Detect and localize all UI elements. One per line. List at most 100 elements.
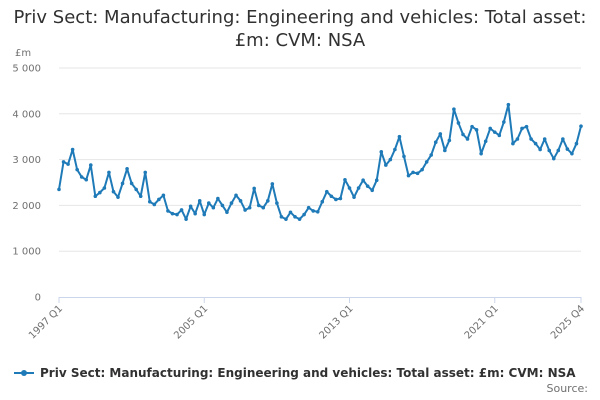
- data-point[interactable]: [452, 107, 456, 112]
- data-point[interactable]: [388, 157, 393, 162]
- data-point[interactable]: [184, 217, 188, 221]
- data-point[interactable]: [66, 162, 70, 166]
- data-point[interactable]: [456, 121, 461, 125]
- data-point[interactable]: [343, 177, 347, 182]
- data-point[interactable]: [261, 205, 266, 210]
- data-point[interactable]: [411, 170, 415, 175]
- data-point[interactable]: [438, 132, 443, 136]
- data-point[interactable]: [570, 151, 574, 156]
- data-point[interactable]: [256, 203, 261, 208]
- data-point[interactable]: [483, 139, 488, 144]
- data-point[interactable]: [61, 160, 66, 164]
- data-point[interactable]: [225, 210, 229, 215]
- data-point[interactable]: [147, 199, 152, 204]
- data-point[interactable]: [502, 120, 506, 124]
- data-point[interactable]: [161, 193, 166, 198]
- data-point[interactable]: [134, 187, 138, 192]
- data-point[interactable]: [302, 212, 306, 217]
- data-point[interactable]: [547, 148, 552, 153]
- data-point[interactable]: [175, 212, 179, 217]
- data-point[interactable]: [465, 137, 470, 141]
- data-point[interactable]: [397, 134, 402, 139]
- data-point[interactable]: [497, 133, 502, 138]
- data-point[interactable]: [565, 147, 570, 151]
- data-point[interactable]: [243, 208, 247, 212]
- data-point[interactable]: [152, 202, 157, 207]
- data-point[interactable]: [361, 178, 365, 183]
- data-point[interactable]: [284, 217, 288, 221]
- data-point[interactable]: [574, 141, 579, 146]
- data-point[interactable]: [533, 141, 538, 146]
- data-point[interactable]: [315, 210, 320, 214]
- data-point[interactable]: [520, 126, 524, 131]
- data-point[interactable]: [107, 170, 111, 175]
- data-point[interactable]: [266, 199, 270, 203]
- data-point[interactable]: [325, 189, 329, 194]
- data-point[interactable]: [111, 189, 116, 194]
- data-point[interactable]: [306, 205, 311, 210]
- data-point[interactable]: [93, 194, 98, 199]
- data-point[interactable]: [98, 190, 102, 195]
- data-point[interactable]: [406, 173, 411, 178]
- data-point[interactable]: [433, 140, 438, 144]
- data-point[interactable]: [252, 186, 256, 191]
- data-point[interactable]: [79, 175, 84, 179]
- legend[interactable]: Priv Sect: Manufacturing: Engineering an…: [14, 366, 576, 380]
- data-point[interactable]: [356, 186, 361, 190]
- data-point[interactable]: [429, 153, 434, 157]
- data-point[interactable]: [551, 156, 556, 161]
- data-point[interactable]: [579, 124, 583, 128]
- data-point[interactable]: [461, 132, 465, 137]
- data-point[interactable]: [415, 171, 420, 176]
- data-point[interactable]: [188, 204, 193, 209]
- data-point[interactable]: [116, 195, 120, 199]
- data-point[interactable]: [102, 186, 107, 190]
- data-point[interactable]: [193, 211, 197, 216]
- data-point[interactable]: [229, 201, 234, 205]
- data-point[interactable]: [170, 211, 175, 216]
- data-point[interactable]: [420, 167, 424, 172]
- data-point[interactable]: [202, 212, 207, 217]
- data-point[interactable]: [311, 209, 315, 213]
- data-point[interactable]: [125, 166, 129, 171]
- data-point[interactable]: [206, 201, 211, 205]
- data-point[interactable]: [338, 196, 343, 201]
- data-point[interactable]: [529, 137, 533, 141]
- data-point[interactable]: [143, 170, 148, 175]
- data-point[interactable]: [347, 186, 352, 190]
- data-point[interactable]: [129, 181, 134, 186]
- data-point[interactable]: [488, 126, 493, 131]
- data-point[interactable]: [238, 199, 243, 203]
- data-point[interactable]: [561, 137, 565, 141]
- data-point[interactable]: [197, 199, 202, 203]
- data-point[interactable]: [247, 205, 252, 210]
- data-point[interactable]: [288, 210, 293, 215]
- data-point[interactable]: [157, 197, 161, 202]
- data-point[interactable]: [352, 195, 356, 199]
- data-point[interactable]: [216, 196, 220, 201]
- data-point[interactable]: [479, 151, 483, 156]
- data-point[interactable]: [166, 209, 170, 213]
- data-point[interactable]: [474, 128, 479, 132]
- data-point[interactable]: [374, 178, 379, 183]
- data-point[interactable]: [384, 163, 388, 167]
- data-point[interactable]: [470, 124, 474, 129]
- data-point[interactable]: [334, 197, 338, 202]
- data-point[interactable]: [506, 102, 511, 107]
- data-point[interactable]: [379, 150, 384, 154]
- data-point[interactable]: [542, 137, 547, 141]
- data-point[interactable]: [370, 188, 375, 193]
- data-point[interactable]: [443, 148, 447, 153]
- data-point[interactable]: [424, 160, 429, 164]
- data-point[interactable]: [234, 193, 238, 198]
- data-point[interactable]: [447, 138, 452, 143]
- data-point[interactable]: [84, 177, 89, 182]
- data-point[interactable]: [402, 154, 406, 159]
- data-point[interactable]: [120, 181, 125, 186]
- data-point[interactable]: [320, 199, 325, 204]
- data-point[interactable]: [297, 217, 302, 221]
- data-point[interactable]: [88, 163, 93, 167]
- data-point[interactable]: [270, 182, 275, 186]
- data-point[interactable]: [556, 148, 561, 153]
- data-point[interactable]: [511, 141, 515, 146]
